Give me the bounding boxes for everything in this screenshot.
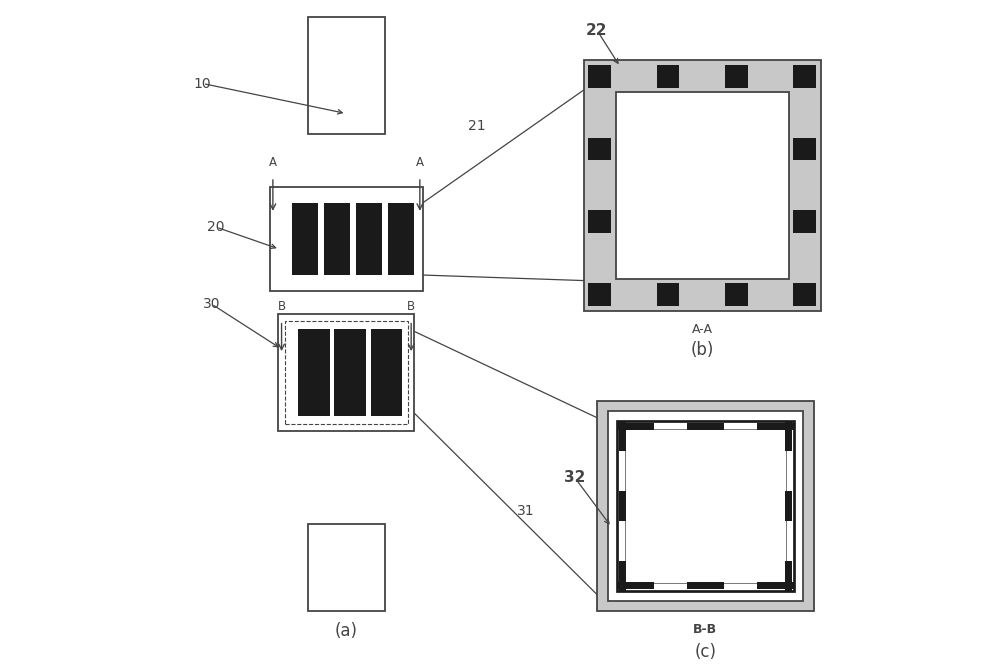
Bar <box>617 582 654 589</box>
Text: A: A <box>416 156 424 169</box>
Bar <box>625 429 786 583</box>
Text: 32: 32 <box>564 470 586 485</box>
Bar <box>597 401 814 611</box>
Bar <box>793 65 816 88</box>
Text: 21: 21 <box>468 120 485 134</box>
Bar <box>308 17 385 134</box>
Bar <box>298 329 330 415</box>
Bar <box>725 65 748 88</box>
Bar <box>617 423 654 430</box>
Bar <box>687 423 724 430</box>
Text: (b): (b) <box>690 341 714 359</box>
Bar <box>356 203 382 275</box>
Bar <box>584 60 821 311</box>
Bar <box>785 421 792 451</box>
Bar <box>793 65 816 88</box>
Bar <box>588 138 611 160</box>
Bar <box>588 210 611 233</box>
Bar <box>657 65 679 88</box>
Bar <box>619 561 626 591</box>
Bar <box>588 283 611 306</box>
Bar <box>785 491 792 521</box>
Bar <box>657 283 679 306</box>
Bar <box>371 329 402 415</box>
Bar <box>270 187 423 291</box>
Bar <box>617 421 794 591</box>
Text: 22: 22 <box>586 23 608 37</box>
Bar <box>793 283 816 306</box>
Bar <box>793 138 816 160</box>
Text: B: B <box>407 300 415 313</box>
Bar <box>616 92 789 279</box>
Bar <box>588 283 611 306</box>
Text: (c): (c) <box>694 643 716 661</box>
Bar <box>308 524 385 611</box>
Bar <box>619 491 626 521</box>
Text: 31: 31 <box>517 504 535 518</box>
Bar <box>324 203 350 275</box>
Text: 20: 20 <box>207 220 225 234</box>
Bar <box>334 329 366 415</box>
Bar <box>588 65 611 88</box>
Text: 10: 10 <box>194 77 212 90</box>
Bar <box>757 582 794 589</box>
Bar <box>785 561 792 591</box>
Text: A: A <box>269 156 277 169</box>
Bar <box>388 203 414 275</box>
Text: (a): (a) <box>335 623 358 640</box>
Bar <box>588 65 611 88</box>
Bar <box>725 283 748 306</box>
Bar <box>793 283 816 306</box>
Bar <box>687 582 724 589</box>
Bar <box>608 411 803 601</box>
Bar <box>292 203 318 275</box>
Text: B-B: B-B <box>693 623 717 636</box>
Bar <box>278 314 414 431</box>
Bar <box>285 321 408 424</box>
Text: A-A: A-A <box>692 323 713 335</box>
Text: 30: 30 <box>203 297 220 311</box>
Bar <box>793 210 816 233</box>
Text: B: B <box>278 300 286 313</box>
Bar <box>757 423 794 430</box>
Bar <box>619 421 626 451</box>
